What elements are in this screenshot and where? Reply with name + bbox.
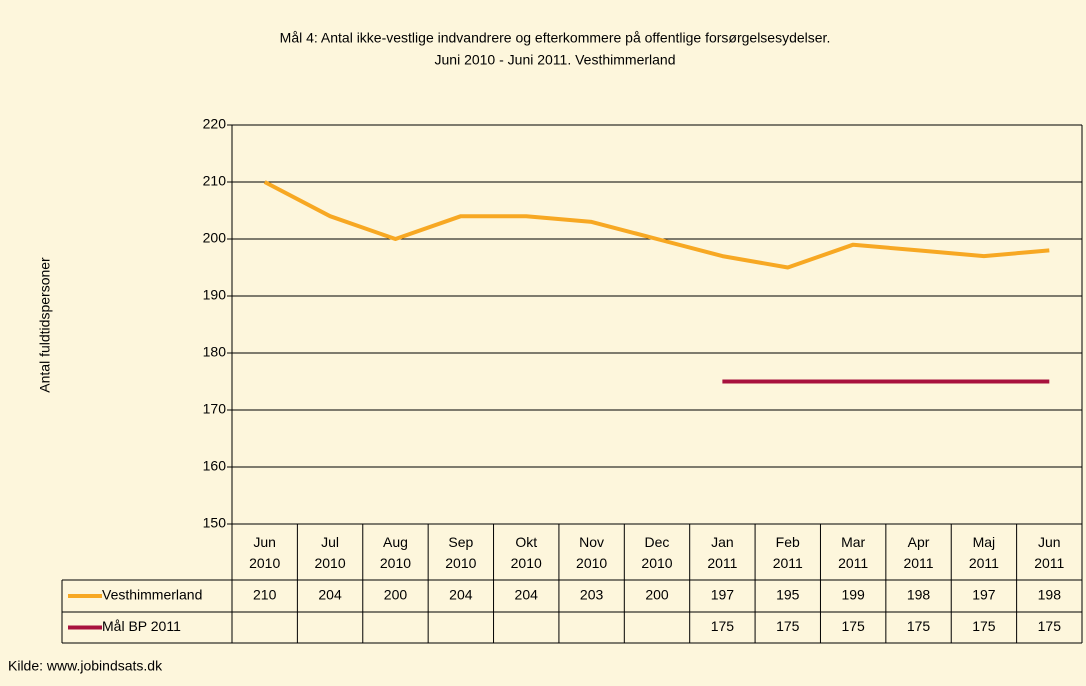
x-tick-label: Aug 2010 (363, 526, 428, 580)
table-value: 200 (384, 587, 408, 603)
chart-title: Mål 4: Antal ikke-vestlige indvandrere o… (280, 30, 831, 46)
x-tick-text: Dec 2010 (641, 534, 673, 571)
x-tick-label: Jun 2010 (232, 526, 297, 580)
y-tick-label: 220 (203, 116, 227, 132)
table-value: 175 (1038, 618, 1062, 634)
x-tick-text: Aug 2010 (379, 534, 412, 571)
table-value: 200 (645, 587, 669, 603)
legend-label: Mål BP 2011 (102, 618, 181, 634)
x-tick-text: Maj 2011 (968, 534, 999, 571)
x-tick-text: Nov 2010 (576, 534, 608, 571)
table-value: 195 (776, 587, 800, 603)
x-tick-label: Feb 2011 (755, 526, 820, 580)
table-value: 175 (907, 618, 931, 634)
x-tick-label: Dec 2010 (624, 526, 689, 580)
table-value: 204 (318, 587, 342, 603)
x-tick-label: Jul 2010 (297, 526, 362, 580)
y-tick-label: 150 (203, 515, 227, 531)
table-value: 175 (841, 618, 865, 634)
table-value: 203 (580, 587, 604, 603)
source: Kilde: www.jobindsats.dk (8, 658, 163, 674)
x-tick-text: Sep 2010 (445, 534, 477, 571)
y-tick-label: 200 (203, 230, 227, 246)
x-tick-label: Apr 2011 (886, 526, 951, 580)
table-value: 175 (711, 618, 735, 634)
x-tick-label: Jan 2011 (690, 526, 755, 580)
table-value: 204 (449, 587, 473, 603)
x-tick-label: Okt 2010 (494, 526, 559, 580)
table-value: 199 (841, 587, 865, 603)
table-value: 197 (972, 587, 996, 603)
y-tick-label: 190 (203, 287, 227, 303)
series-line (263, 180, 1050, 270)
legend-label: Vesthimmerland (102, 587, 202, 603)
table-value: 198 (1038, 587, 1062, 603)
x-tick-text: Apr 2011 (903, 534, 934, 571)
x-tick-text: Jun 2011 (1034, 534, 1065, 571)
x-tick-label: Sep 2010 (428, 526, 493, 580)
x-tick-text: Jul 2010 (314, 534, 346, 571)
x-tick-text: Jan 2011 (707, 534, 738, 571)
y-tick-label: 180 (203, 344, 227, 360)
y-axis-label: Antal fuldtidspersoner (37, 257, 53, 393)
y-tick-label: 210 (203, 173, 227, 189)
y-tick-label: 170 (203, 401, 227, 417)
x-tick-label: Maj 2011 (951, 526, 1016, 580)
chart-subtitle: Juni 2010 - Juni 2011. Vesthimmerland (435, 52, 676, 68)
table-value: 210 (253, 587, 277, 603)
y-tick-label: 160 (203, 458, 227, 474)
x-tick-text: Mar 2011 (838, 534, 869, 571)
x-tick-text: Jun 2010 (249, 534, 281, 571)
table-value: 198 (907, 587, 931, 603)
table-value: 197 (711, 587, 735, 603)
table-value: 175 (972, 618, 996, 634)
x-tick-text: Okt 2010 (510, 534, 542, 571)
x-tick-label: Nov 2010 (559, 526, 624, 580)
table-value: 204 (515, 587, 539, 603)
x-tick-label: Jun 2011 (1017, 526, 1082, 580)
x-tick-label: Mar 2011 (820, 526, 885, 580)
x-tick-text: Feb 2011 (772, 534, 803, 571)
table-value: 175 (776, 618, 800, 634)
